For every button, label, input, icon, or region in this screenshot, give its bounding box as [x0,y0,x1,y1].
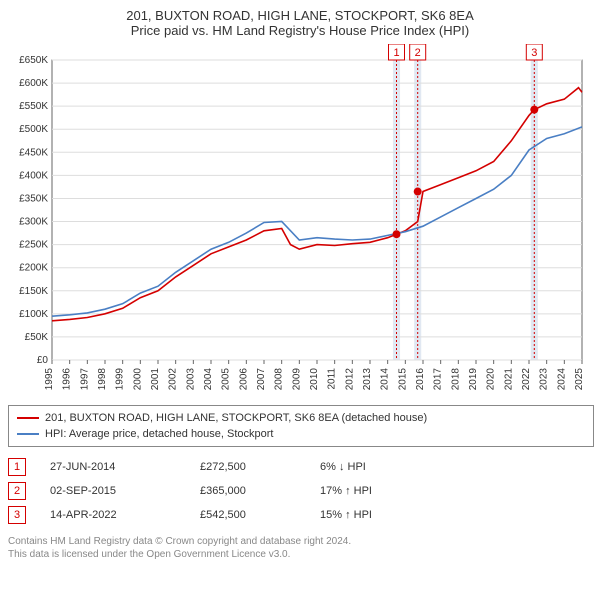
x-tick-label: 2023 [539,368,550,391]
transaction-delta: 15% ↑ HPI [320,509,460,521]
legend-swatch [17,417,39,419]
y-tick-label: £500K [19,124,48,135]
legend-swatch [17,433,39,435]
x-tick-label: 2020 [486,368,497,391]
x-tick-label: 2009 [291,368,302,391]
marker-dot [530,106,538,114]
transaction-row: 1 27-JUN-2014£272,5006% ↓ HPI [8,455,592,479]
transaction-price: £365,000 [200,485,320,497]
transaction-date: 02-SEP-2015 [50,485,200,497]
transaction-marker: 2 [8,482,26,500]
y-tick-label: £650K [19,55,48,66]
transaction-delta: 17% ↑ HPI [320,485,460,497]
x-tick-label: 2013 [362,368,373,391]
x-tick-label: 2021 [503,368,514,391]
x-tick-label: 2018 [450,368,461,391]
transaction-price: £542,500 [200,509,320,521]
svg-text:3: 3 [531,47,537,59]
y-tick-label: £0 [37,355,49,366]
transaction-date: 14-APR-2022 [50,509,200,521]
x-tick-label: 2017 [433,368,444,391]
y-tick-label: £400K [19,170,48,181]
x-tick-label: 2012 [344,368,355,391]
legend-label: 201, BUXTON ROAD, HIGH LANE, STOCKPORT, … [45,412,427,424]
svg-text:2: 2 [415,47,421,59]
x-tick-label: 2004 [203,368,214,391]
legend: 201, BUXTON ROAD, HIGH LANE, STOCKPORT, … [8,405,594,447]
legend-label: HPI: Average price, detached house, Stoc… [45,428,274,440]
x-tick-label: 2015 [397,368,408,391]
chart: £0 £50K £100K £150K £200K £250K £300K £350K £400… [8,44,592,399]
x-tick-label: 1995 [44,368,55,391]
footer: Contains HM Land Registry data © Crown c… [8,535,592,561]
y-tick-label: £550K [19,101,48,112]
x-tick-label: 2022 [521,368,532,391]
legend-item: HPI: Average price, detached house, Stoc… [17,426,585,442]
legend-item: 201, BUXTON ROAD, HIGH LANE, STOCKPORT, … [17,410,585,426]
footer-line1: Contains HM Land Registry data © Crown c… [8,535,592,548]
chart-title-line1: 201, BUXTON ROAD, HIGH LANE, STOCKPORT, … [8,8,592,23]
x-tick-label: 2014 [380,368,391,391]
x-tick-label: 2019 [468,368,479,391]
marker-label-box: 3 [526,44,542,60]
footer-line2: This data is licensed under the Open Gov… [8,548,592,561]
transaction-row: 2 02-SEP-2015£365,00017% ↑ HPI [8,479,592,503]
marker-label-box: 2 [410,44,426,60]
y-tick-label: £250K [19,240,48,251]
y-tick-label: £600K [19,78,48,89]
x-tick-label: 2025 [574,368,585,391]
x-tick-label: 2010 [309,368,320,391]
chart-svg: £0 £50K £100K £150K £200K £250K £300K £350K £400… [8,44,592,399]
x-tick-label: 1997 [79,368,90,391]
y-tick-label: £100K [19,309,48,320]
plot-area [52,60,582,360]
y-tick-label: £300K [19,217,48,228]
transaction-table: 1 27-JUN-2014£272,5006% ↓ HPI 2 02-SEP-2015… [8,455,592,527]
x-tick-label: 1996 [62,368,73,391]
transaction-price: £272,500 [200,461,320,473]
x-tick-label: 2011 [327,368,338,390]
x-tick-label: 2024 [556,368,567,391]
transaction-row: 3 14-APR-2022£542,50015% ↑ HPI [8,503,592,527]
x-tick-label: 2016 [415,368,426,391]
svg-text:1: 1 [393,47,399,59]
x-tick-label: 2002 [168,368,179,391]
transaction-date: 27-JUN-2014 [50,461,200,473]
marker-label-box: 1 [389,44,405,60]
x-tick-label: 2003 [185,368,196,391]
transaction-marker: 1 [8,458,26,476]
x-tick-label: 2006 [238,368,249,391]
transaction-delta: 6% ↓ HPI [320,461,460,473]
transaction-marker: 3 [8,506,26,524]
x-tick-label: 1999 [115,368,126,391]
x-tick-label: 2008 [274,368,285,391]
y-tick-label: £50K [25,332,49,343]
y-tick-label: £150K [19,286,48,297]
x-tick-label: 2007 [256,368,267,391]
marker-dot [393,230,401,238]
x-tick-label: 2005 [221,368,232,391]
y-tick-label: £450K [19,147,48,158]
y-tick-label: £200K [19,263,48,274]
x-tick-label: 2000 [132,368,143,391]
x-tick-label: 2001 [150,368,161,391]
x-tick-label: 1998 [97,368,108,391]
chart-title-line2: Price paid vs. HM Land Registry's House … [8,23,592,38]
marker-dot [414,188,422,196]
y-tick-label: £350K [19,193,48,204]
